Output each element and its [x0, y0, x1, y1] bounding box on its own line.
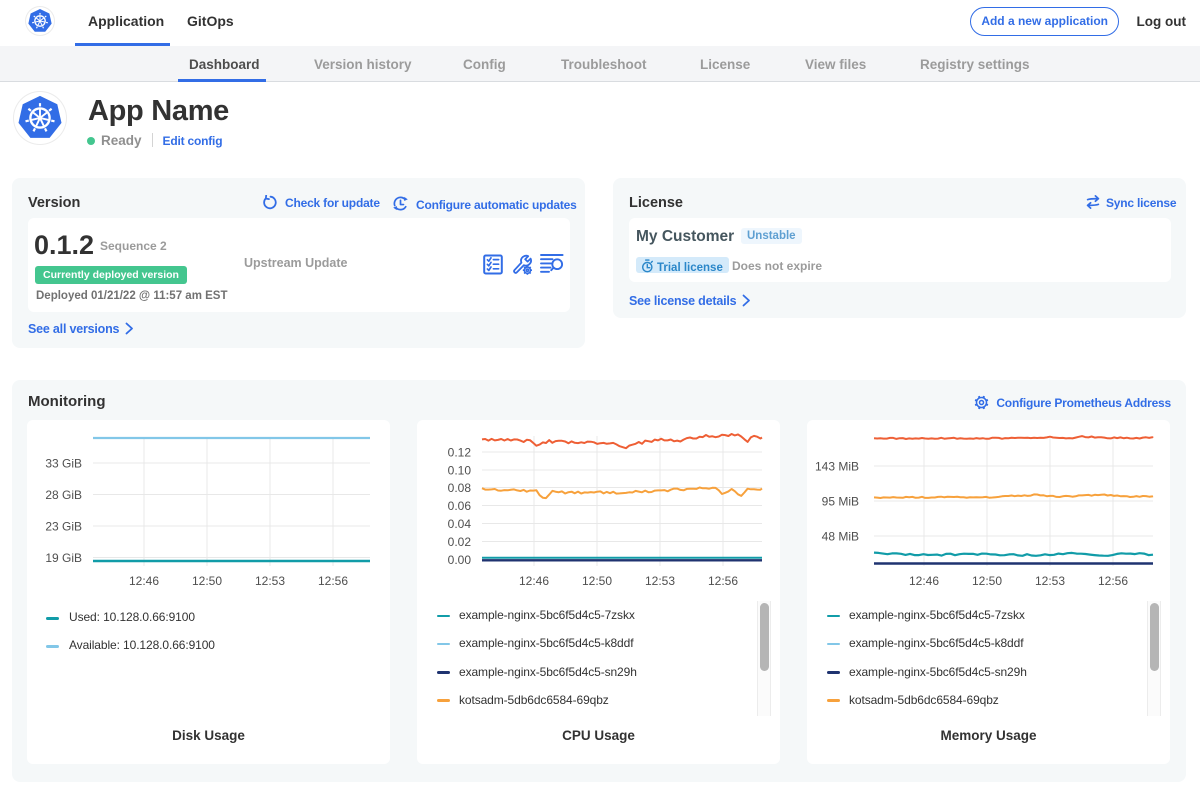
svg-text:12:53: 12:53 [1035, 574, 1065, 588]
svg-text:0.06: 0.06 [448, 499, 472, 513]
svg-text:0.00: 0.00 [448, 553, 472, 567]
svg-text:0.10: 0.10 [448, 464, 472, 478]
svg-text:28 GiB: 28 GiB [45, 488, 82, 502]
svg-text:12:53: 12:53 [645, 574, 675, 588]
svg-text:12:56: 12:56 [1098, 574, 1128, 588]
svg-text:12:46: 12:46 [909, 574, 939, 588]
svg-text:143 MiB: 143 MiB [815, 460, 859, 474]
svg-text:12:46: 12:46 [519, 574, 549, 588]
svg-text:12:56: 12:56 [318, 574, 348, 588]
svg-text:0.02: 0.02 [448, 535, 472, 549]
svg-text:12:56: 12:56 [708, 574, 738, 588]
svg-text:19 GiB: 19 GiB [45, 551, 82, 565]
svg-text:0.04: 0.04 [448, 517, 472, 531]
svg-text:0.08: 0.08 [448, 481, 472, 495]
svg-text:95 MiB: 95 MiB [822, 495, 859, 509]
svg-text:12:50: 12:50 [192, 574, 222, 588]
svg-text:0.12: 0.12 [448, 446, 472, 460]
svg-text:12:46: 12:46 [129, 574, 159, 588]
svg-text:12:50: 12:50 [972, 574, 1002, 588]
svg-text:33 GiB: 33 GiB [45, 457, 82, 471]
svg-text:12:50: 12:50 [582, 574, 612, 588]
svg-text:12:53: 12:53 [255, 574, 285, 588]
svg-text:48 MiB: 48 MiB [822, 530, 859, 544]
svg-text:23 GiB: 23 GiB [45, 520, 82, 534]
